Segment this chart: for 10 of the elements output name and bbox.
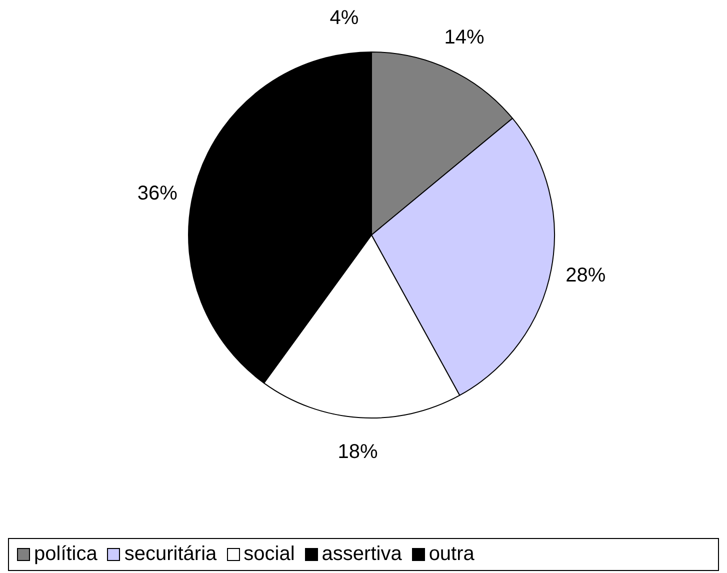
data-label: 28% bbox=[566, 264, 606, 286]
data-label: 18% bbox=[338, 441, 378, 464]
legend-label: política bbox=[34, 543, 98, 566]
data-label: 4% bbox=[330, 7, 359, 30]
data-label: 36% bbox=[137, 182, 178, 205]
legend-label: assertiva bbox=[322, 543, 402, 566]
data-label: 14% bbox=[444, 26, 485, 48]
legend-label: securitária bbox=[124, 543, 217, 566]
legend-label: social bbox=[244, 543, 295, 566]
legend-label: outra bbox=[428, 543, 474, 566]
